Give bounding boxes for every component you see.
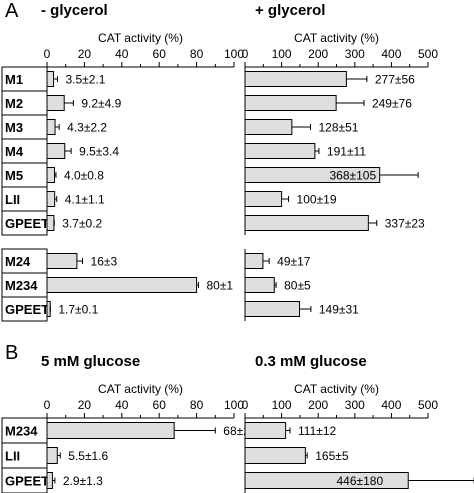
c1-g0-gpeet-value-label: 337±23 xyxy=(385,217,425,231)
c0-g0-m1-category-label: M1 xyxy=(5,72,23,87)
c3-tick-label-0: 0 xyxy=(242,398,249,412)
c0-g0-lii-bar xyxy=(46,191,56,207)
c2-g0-m234-category-label: M234 xyxy=(5,424,38,439)
c1-g0-m3-value-label: 128±51 xyxy=(319,121,359,135)
c0-g0-m3-category-label: M3 xyxy=(5,120,23,135)
chart-title-plus-glycerol: + glycerol xyxy=(255,2,326,19)
c3-x-axis-label: CAT activity (%) xyxy=(294,382,379,396)
c2-g0-gpeet-bar xyxy=(46,472,53,489)
c0-g1-m234-value-label: 80±1 xyxy=(206,279,233,293)
c0-tick-label-2: 40 xyxy=(115,47,129,61)
c1-g0-gpeet-bar xyxy=(244,215,369,231)
c0-g0-m4-value-label: 9.5±3.4 xyxy=(79,145,119,159)
c0-g0-m4-bar xyxy=(46,143,66,159)
c1-g1-m24-value-label: 49±17 xyxy=(277,255,311,269)
c1-x-axis-label: CAT activity (%) xyxy=(294,31,379,45)
c0-g0-lii-value-label: 4.1±1.1 xyxy=(65,193,105,207)
c1-g0-lii-bar xyxy=(244,191,283,207)
c0-g0-m1-bar xyxy=(46,71,55,87)
c2-tick-label-5: 100 xyxy=(224,398,244,412)
c0-g0-m2-value-label: 9.2±4.9 xyxy=(81,97,121,111)
c0-g1-gpeet-bar xyxy=(46,301,51,317)
c1-g0-m4-bar xyxy=(244,143,316,159)
c0-g0-gpeet-category-label: GPEET xyxy=(5,216,49,231)
c1-tick-label-1: 100 xyxy=(272,47,292,61)
c0-g1-gpeet-value-label: 1.7±0.1 xyxy=(58,303,98,317)
panel-letter-b: B xyxy=(5,342,19,364)
c0-g0-m3-bar xyxy=(46,119,56,135)
c0-g0-m5-category-label: M5 xyxy=(5,168,23,183)
c0-g1-gpeet-category-label: GPEET xyxy=(5,302,49,317)
c3-tick-label-5: 500 xyxy=(418,398,438,412)
c0-tick-label-4: 80 xyxy=(190,47,204,61)
c3-tick-label-4: 400 xyxy=(381,398,401,412)
c2-g0-lii-category-label: LII xyxy=(5,449,20,464)
c2-tick-label-3: 60 xyxy=(153,398,167,412)
c0-x-axis-label: CAT activity (%) xyxy=(98,31,183,45)
c3-tick-label-3: 300 xyxy=(345,398,365,412)
c1-g0-m2-value-label: 249±76 xyxy=(372,97,412,111)
c1-tick-label-5: 500 xyxy=(418,47,438,61)
c1-g0-m1-bar xyxy=(244,71,347,87)
c2-tick-label-2: 40 xyxy=(115,398,129,412)
c0-tick-label-0: 0 xyxy=(44,47,51,61)
c0-g1-m234-bar xyxy=(46,277,198,293)
c0-g0-m4-category-label: M4 xyxy=(5,144,24,159)
c3-g0-m234-bar xyxy=(244,422,287,439)
c1-g0-m3-bar xyxy=(244,119,293,135)
c1-g1-gpeet-value-label: 149±31 xyxy=(319,303,359,317)
c1-g1-m24-bar xyxy=(244,253,264,269)
c0-g0-gpeet-bar xyxy=(46,215,55,231)
c1-tick-label-3: 300 xyxy=(345,47,365,61)
c0-g0-m2-category-label: M2 xyxy=(5,96,23,111)
c2-g0-gpeet-category-label: GPEET xyxy=(5,474,49,489)
panel-letter-a: A xyxy=(5,0,19,22)
c2-tick-label-1: 20 xyxy=(78,398,92,412)
c0-g1-m24-bar xyxy=(46,253,78,269)
chart-title-minus-glycerol: - glycerol xyxy=(41,2,108,19)
c3-g0-lii-value-label: 165±5 xyxy=(315,449,349,463)
c3-tick-label-2: 200 xyxy=(308,398,328,412)
c1-g1-m234-bar xyxy=(244,277,275,293)
c0-g0-m2-bar xyxy=(46,95,65,111)
c1-g0-lii-value-label: 100±19 xyxy=(297,193,337,207)
c0-g1-m24-category-label: M24 xyxy=(5,254,31,269)
c3-tick-label-1: 100 xyxy=(272,398,292,412)
c0-g1-m234-category-label: M234 xyxy=(5,278,38,293)
c0-g0-m1-value-label: 3.5±2.1 xyxy=(65,73,105,87)
c2-g0-gpeet-value-label: 2.9±1.3 xyxy=(63,474,103,488)
c1-g0-m2-bar xyxy=(244,95,337,111)
c2-g0-lii-value-label: 5.5±1.6 xyxy=(68,449,108,463)
c1-tick-label-4: 400 xyxy=(381,47,401,61)
c0-tick-label-1: 20 xyxy=(78,47,92,61)
c0-g0-m3-value-label: 4.3±2.2 xyxy=(67,121,107,135)
c2-tick-label-4: 80 xyxy=(190,398,204,412)
c0-tick-label-3: 60 xyxy=(153,47,167,61)
c1-tick-label-2: 200 xyxy=(308,47,328,61)
c1-g0-m5-value-label: 368±105 xyxy=(329,169,376,183)
c2-x-axis-label: CAT activity (%) xyxy=(98,382,183,396)
c1-g1-m234-value-label: 80±5 xyxy=(284,279,311,293)
c0-g0-gpeet-value-label: 3.7±0.2 xyxy=(62,217,102,231)
c1-tick-label-0: 0 xyxy=(242,47,249,61)
c0-tick-label-5: 100 xyxy=(224,47,244,61)
c3-g0-gpeet-value-label: 446±180 xyxy=(337,474,384,488)
c1-g0-m1-value-label: 277±56 xyxy=(375,73,415,87)
chart-title-5mm-glucose: 5 mM glucose xyxy=(41,353,141,370)
c3-g0-lii-bar xyxy=(244,447,306,464)
c0-g0-m5-bar xyxy=(46,167,55,183)
c1-g1-gpeet-bar xyxy=(244,301,301,317)
chart-title-03mm-glucose: 0.3 mM glucose xyxy=(255,353,367,370)
c0-g0-lii-category-label: LII xyxy=(5,192,20,207)
c3-g0-gpeet-bar xyxy=(244,472,409,489)
c2-tick-label-0: 0 xyxy=(44,398,51,412)
c3-g0-m234-value-label: 111±12 xyxy=(298,424,337,438)
c0-g0-m5-value-label: 4.0±0.8 xyxy=(64,169,104,183)
c2-g0-m234-bar xyxy=(46,422,175,439)
c0-g1-m24-value-label: 16±3 xyxy=(91,255,118,269)
c1-g0-m4-value-label: 191±11 xyxy=(327,145,366,159)
c2-g0-lii-bar xyxy=(46,447,58,464)
